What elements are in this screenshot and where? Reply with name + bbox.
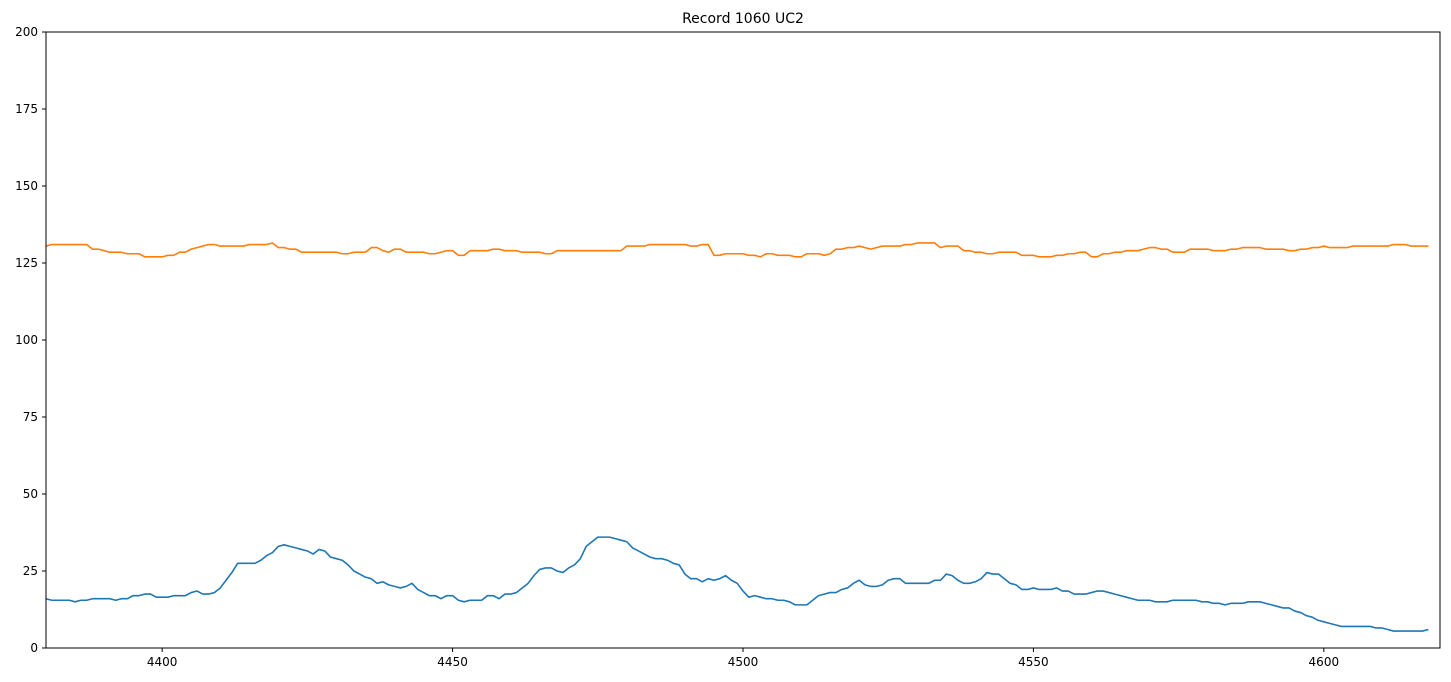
y-tick-label: 125 bbox=[15, 256, 38, 270]
y-tick-label: 75 bbox=[23, 410, 38, 424]
y-tick-label: 150 bbox=[15, 179, 38, 193]
y-tick-label: 175 bbox=[15, 102, 38, 116]
x-tick-label: 4550 bbox=[1018, 655, 1049, 669]
chart-title: Record 1060 UC2 bbox=[682, 11, 804, 27]
y-tick-label: 100 bbox=[15, 333, 38, 347]
y-tick-label: 25 bbox=[23, 564, 38, 578]
x-tick-label: 4600 bbox=[1309, 655, 1340, 669]
y-tick-label: 200 bbox=[15, 25, 38, 39]
y-tick-label: 0 bbox=[30, 641, 38, 655]
x-tick-label: 4450 bbox=[437, 655, 468, 669]
x-tick-label: 4500 bbox=[728, 655, 759, 669]
y-tick-label: 50 bbox=[23, 487, 38, 501]
x-tick-label: 4400 bbox=[147, 655, 178, 669]
